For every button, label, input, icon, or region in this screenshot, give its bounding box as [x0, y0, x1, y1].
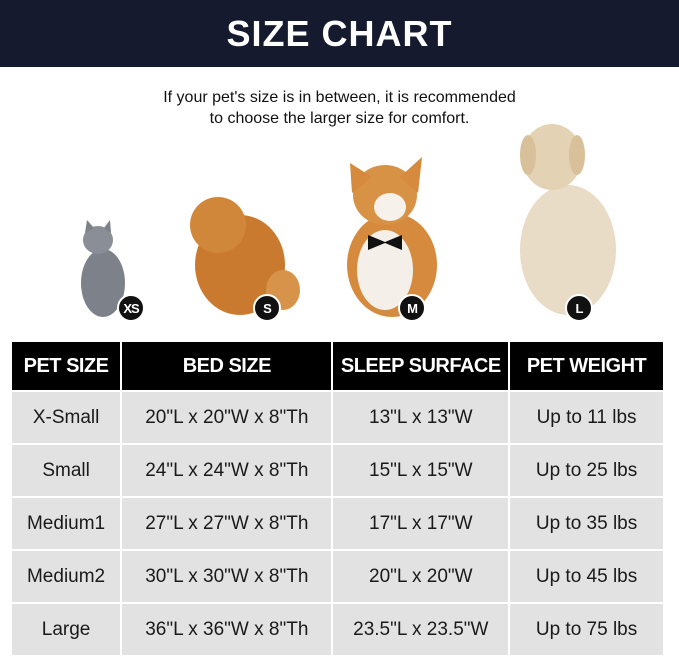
- pet-size-cell: Small: [12, 445, 121, 496]
- sleep-surface-cell: 17"L x 17"W: [333, 498, 509, 549]
- bed-size-cell: 36"L x 36"W x 8"Th: [122, 604, 332, 655]
- header-bed-size: BED SIZE: [122, 342, 332, 390]
- size-table: PET SIZE BED SIZE SLEEP SURFACE PET WEIG…: [10, 340, 665, 657]
- table-row: Medium2 30"L x 30"W x 8"Th 20"L x 20"W Up t…: [12, 551, 663, 602]
- size-badge-l: L: [565, 294, 593, 322]
- pet-weight-cell: Up to 75 lbs: [510, 604, 663, 655]
- pet-weight-cell: Up to 11 lbs: [510, 392, 663, 443]
- note-line: If your pet's size is in between, it is …: [163, 89, 516, 106]
- golden-retriever-image: [520, 124, 616, 315]
- pet-size-cell: X-Small: [12, 392, 121, 443]
- table-header-row: PET SIZE BED SIZE SLEEP SURFACE PET WEIG…: [12, 342, 663, 390]
- note-line: to choose the larger size for comfort.: [209, 110, 470, 127]
- sleep-surface-cell: 20"L x 20"W: [333, 551, 509, 602]
- pet-illustrations: XS S M L: [0, 115, 679, 325]
- bed-size-cell: 20"L x 20"W x 8"Th: [122, 392, 332, 443]
- pomeranian-image: [190, 197, 300, 315]
- sleep-surface-cell: 13"L x 13"W: [333, 392, 509, 443]
- header-pet-size: PET SIZE: [12, 342, 121, 390]
- pet-weight-cell: Up to 45 lbs: [510, 551, 663, 602]
- header-sleep-surface: SLEEP SURFACE: [333, 342, 509, 390]
- table-row: X-Small 20"L x 20"W x 8"Th 13"L x 13"W Up t…: [12, 392, 663, 443]
- header-pet-weight: PET WEIGHT: [510, 342, 663, 390]
- size-badge-s: S: [253, 294, 281, 322]
- bed-size-cell: 30"L x 30"W x 8"Th: [122, 551, 332, 602]
- pet-weight-cell: Up to 25 lbs: [510, 445, 663, 496]
- sleep-surface-cell: 23.5"L x 23.5"W: [333, 604, 509, 655]
- title-banner: SIZE CHART: [0, 0, 679, 67]
- sizing-note: If your pet's size is in between, it is …: [0, 87, 679, 129]
- cat-image: [81, 220, 125, 317]
- table-row: Medium1 27"L x 27"W x 8"Th 17"L x 17"W Up t…: [12, 498, 663, 549]
- bed-size-cell: 24"L x 24"W x 8"Th: [122, 445, 332, 496]
- pet-size-cell: Medium2: [12, 551, 121, 602]
- pet-size-cell: Large: [12, 604, 121, 655]
- sleep-surface-cell: 15"L x 15"W: [333, 445, 509, 496]
- size-badge-m: M: [398, 294, 426, 322]
- bed-size-cell: 27"L x 27"W x 8"Th: [122, 498, 332, 549]
- table-row: Small 24"L x 24"W x 8"Th 15"L x 15"W Up to …: [12, 445, 663, 496]
- table-row: Large 36"L x 36"W x 8"Th 23.5"L x 23.5"W Up…: [12, 604, 663, 655]
- pet-weight-cell: Up to 35 lbs: [510, 498, 663, 549]
- size-badge-xs: XS: [117, 294, 145, 322]
- pet-size-cell: Medium1: [12, 498, 121, 549]
- corgi-image: [347, 157, 437, 317]
